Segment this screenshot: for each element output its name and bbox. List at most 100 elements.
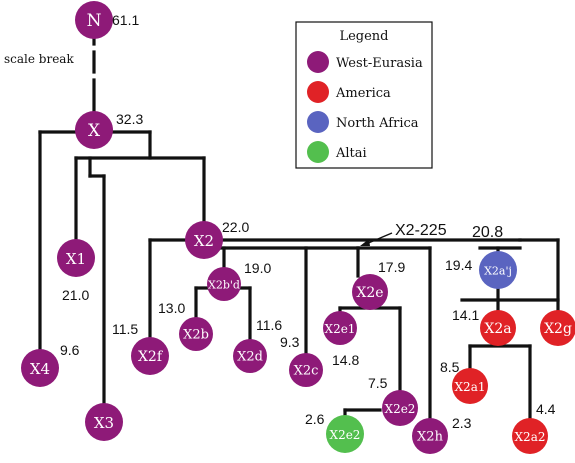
node-label: X4 (30, 360, 50, 378)
node-label: X2h (417, 430, 444, 445)
node-label: X2 (194, 232, 214, 250)
node-age-label: 2.3 (452, 415, 472, 431)
node-label: X2e2 (330, 428, 361, 442)
node-label: X2b'd (208, 279, 240, 292)
node-x2e2-altai: X2e2 2.6 (305, 411, 364, 453)
node-circle (480, 310, 516, 346)
node-circle (85, 403, 123, 441)
x2-225-arrow-line (365, 232, 393, 245)
node-circle (179, 317, 213, 351)
node-label: X2f (138, 349, 164, 365)
node-x1: X1 21.0 (57, 239, 95, 303)
node-circle (452, 368, 488, 404)
node-circle (185, 221, 223, 259)
node-x2c: X2c 9.3 (280, 334, 323, 387)
legend-swatch (307, 51, 329, 73)
node-circle (479, 251, 517, 289)
node-label: X2a'j (484, 265, 512, 278)
legend-label: North Africa (336, 116, 419, 131)
legend-item-north-africa: North Africa (307, 111, 419, 133)
x2-225-label: X2-225 (395, 222, 447, 239)
node-circle (233, 339, 267, 373)
x2-225-arrowhead (360, 239, 370, 246)
node-label: X (88, 121, 101, 141)
node-circle (323, 311, 357, 345)
node-age-label: 17.9 (378, 259, 405, 275)
legend-items: West-Eurasia America North Africa Altai (307, 51, 423, 163)
clade-age-label: 20.8 (472, 224, 503, 241)
node-x: X 32.3 (75, 111, 143, 149)
node-age-label: 14.1 (452, 307, 479, 323)
node-circle (75, 111, 113, 149)
legend: Legend West-Eurasia America North Africa Al… (295, 21, 433, 169)
legend-swatch (307, 81, 329, 103)
node-x2a-j: X2a'j 19.420.8 (445, 224, 517, 289)
node-circle (540, 310, 575, 346)
node-x2d: X2d 11.6 (233, 317, 282, 373)
node-age-label: 8.5 (440, 359, 460, 375)
node-circle (326, 415, 364, 453)
legend-label: America (335, 86, 391, 101)
node-age-label: 19.0 (244, 260, 271, 276)
node-x4: X4 9.6 (21, 342, 80, 387)
node-circle (21, 349, 59, 387)
node-circle (75, 1, 113, 39)
node-circle (57, 239, 95, 277)
node-circle (382, 390, 418, 426)
legend-swatch (307, 111, 329, 133)
node-x2a1: X2a1 8.5 (440, 359, 488, 404)
legend-item-west-eurasia: West-Eurasia (307, 51, 423, 73)
node-label: N (87, 11, 102, 31)
node-circle (512, 418, 548, 454)
node-age-label: 32.3 (116, 111, 143, 127)
legend-label: West-Eurasia (336, 56, 423, 71)
legend-item-america: America (307, 81, 391, 103)
node-age-label: 11.6 (256, 317, 282, 333)
node-label: X2c (294, 364, 319, 379)
node-circle (352, 274, 388, 310)
node-x2g: X2g (540, 310, 575, 346)
node-x3: X3 (85, 403, 123, 441)
node-age-label: 4.4 (536, 401, 556, 417)
node-x2b-d: X2b'd 19.0 (207, 260, 271, 301)
node-label: X2b (183, 328, 209, 343)
node-age-label: 21.0 (62, 287, 89, 303)
node-label: X3 (94, 414, 114, 432)
node-age-label: 61.1 (112, 12, 139, 28)
legend-swatch (307, 141, 329, 163)
node-label: X2e (356, 285, 383, 301)
node-label: X2d (237, 350, 263, 365)
legend-title: Legend (339, 29, 388, 44)
legend-item-altai: Altai (307, 141, 367, 163)
node-x2a2: X2a2 4.4 (512, 401, 556, 454)
node-age-label: 9.3 (280, 334, 300, 350)
node-age-label: 14.8 (332, 352, 359, 368)
node-circle (207, 267, 241, 301)
node-age-label: 22.0 (222, 219, 249, 235)
node-age-label: 9.6 (60, 342, 80, 358)
node-label: X2a1 (455, 380, 486, 394)
node-label: X1 (66, 250, 86, 268)
node-x2e2: X2e2 7.5 (368, 375, 418, 426)
node-circle (131, 337, 169, 375)
node-label: X2a2 (515, 430, 546, 444)
node-label: X2a (484, 321, 511, 337)
node-x2e: X2e 17.9 (352, 259, 405, 310)
node-x2b: X2b 13.0 (158, 300, 213, 351)
node-label: X2g (544, 321, 572, 337)
node-x2e1: X2e1 14.8 (323, 311, 359, 368)
node-x2a: X2a 14.1 (452, 307, 516, 346)
node-age-label: 13.0 (158, 300, 185, 316)
node-age-label: 7.5 (368, 375, 388, 391)
node-circle (289, 353, 323, 387)
node-x2: X2 22.0 (185, 219, 249, 259)
legend-label: Altai (335, 146, 367, 161)
node-age-label: 19.4 (445, 257, 472, 273)
node-label: X2e1 (325, 322, 356, 336)
node-n: N 61.1 (75, 1, 139, 39)
node-x2h: X2h 2.3 (412, 415, 472, 454)
